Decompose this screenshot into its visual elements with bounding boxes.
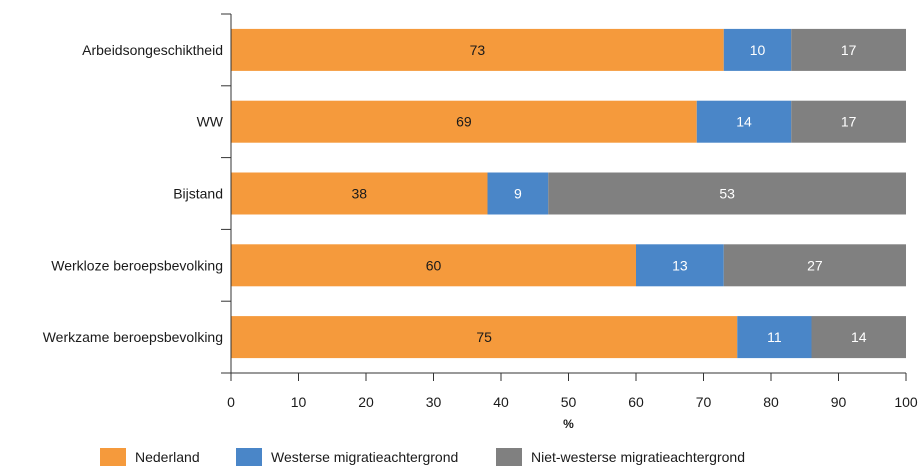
bar-segment-1-1 (696, 100, 792, 143)
x-axis-title: % (563, 417, 574, 431)
bar-segment-1-0 (723, 28, 792, 71)
bar-segment-2-2 (548, 172, 906, 215)
legend-label-niet-westerse: Niet-westerse migratieachtergrond (531, 449, 745, 465)
x-tick-label-8: 80 (763, 394, 779, 410)
data-label-1-0: 10 (750, 42, 766, 58)
data-label-0-4: 75 (476, 329, 492, 345)
data-label-0-1: 69 (456, 114, 472, 130)
legend-item-niet-westerse: Niet-westerse migratieachtergrond (496, 448, 745, 466)
data-label-2-2: 53 (719, 186, 735, 202)
bar-segment-1-4 (737, 316, 812, 359)
data-label-1-2: 9 (514, 186, 522, 202)
x-tick-label-10: 100 (894, 394, 918, 410)
legend-swatch-niet-westerse (496, 448, 522, 466)
data-label-2-3: 27 (807, 257, 823, 273)
stacked-bar-chart: 73 10 17 69 14 17 38 9 53 60 13 27 75 11 14 Arbeidsong… (43, 13, 918, 431)
x-tick-label-7: 70 (696, 394, 712, 410)
category-label-1: WW (197, 114, 224, 130)
axes-layer: Arbeidsongeschiktheid WW Bijstand Werkloze … (43, 13, 918, 431)
data-label-0-3: 60 (426, 257, 442, 273)
bar-segment-2-0 (791, 28, 906, 71)
bar-segment-0-2 (231, 172, 488, 215)
bar-segment-0-0 (231, 28, 724, 71)
bar-segment-0-4 (231, 316, 738, 359)
category-label-2: Bijstand (173, 186, 223, 202)
bar-segment-0-1 (231, 100, 697, 143)
legend-swatch-westerse (236, 448, 262, 466)
data-label-0-2: 38 (351, 186, 367, 202)
x-tick-label-1: 10 (291, 394, 307, 410)
legend: Nederland Westerse migratieachtergrond N… (0, 448, 921, 471)
bar-segment-2-3 (723, 244, 906, 287)
data-label-1-3: 13 (672, 257, 688, 273)
data-label-1-1: 14 (736, 114, 752, 130)
legend-swatch-nederland (100, 448, 126, 466)
legend-item-nederland: Nederland (100, 448, 200, 466)
x-tick-label-4: 40 (493, 394, 509, 410)
x-tick-label-3: 30 (426, 394, 442, 410)
bars-layer: 73 10 17 69 14 17 38 9 53 60 13 27 75 11 14 (231, 28, 906, 359)
bar-segment-0-3 (231, 244, 636, 287)
data-label-0-0: 73 (470, 42, 486, 58)
data-label-2-1: 17 (841, 114, 857, 130)
legend-label-nederland: Nederland (135, 449, 200, 465)
x-tick-label-9: 90 (831, 394, 847, 410)
legend-item-westerse: Westerse migratieachtergrond (236, 448, 458, 466)
bar-segment-2-4 (811, 316, 906, 359)
category-label-4: Werkzame beroepsbevolking (43, 329, 223, 345)
data-label-2-4: 14 (851, 329, 867, 345)
bar-segment-1-2 (487, 172, 549, 215)
x-tick-label-0: 0 (227, 394, 235, 410)
category-label-3: Werkloze beroepsbevolking (51, 257, 223, 273)
category-label-0: Arbeidsongeschiktheid (82, 42, 223, 58)
x-tick-label-6: 60 (628, 394, 644, 410)
x-tick-label-2: 20 (358, 394, 374, 410)
data-label-2-0: 17 (841, 42, 857, 58)
x-tick-label-5: 50 (561, 394, 577, 410)
legend-label-westerse: Westerse migratieachtergrond (271, 449, 459, 465)
bar-segment-2-1 (791, 100, 906, 143)
data-label-1-4: 11 (767, 329, 782, 345)
bar-segment-1-3 (636, 244, 724, 287)
